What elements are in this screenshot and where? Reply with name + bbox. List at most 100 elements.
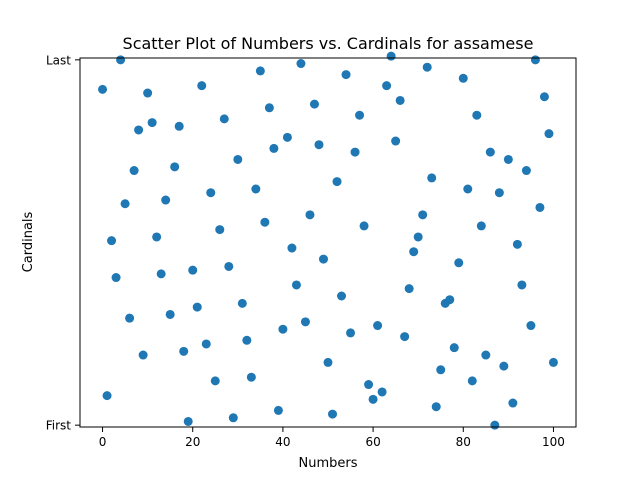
scatter-point-28 — [224, 261, 234, 271]
scatter-point-80 — [458, 73, 468, 83]
scatter-point-61 — [373, 321, 383, 331]
scatter-point-5 — [120, 199, 130, 209]
scatter-point-45 — [300, 317, 310, 327]
scatter-point-36 — [260, 217, 270, 227]
scatter-point-55 — [346, 328, 356, 338]
scatter-point-96 — [530, 55, 540, 65]
scatter-point-78 — [449, 343, 459, 353]
scatter-point-19 — [183, 416, 193, 426]
scatter-point-38 — [269, 143, 279, 153]
scatter-point-39 — [273, 405, 283, 415]
scatter-point-67 — [400, 332, 410, 342]
scatter-point-72 — [422, 62, 432, 72]
scatter-point-10 — [143, 88, 153, 98]
scatter-point-75 — [436, 365, 446, 375]
scatter-point-6 — [125, 313, 135, 323]
scatter-point-3 — [111, 273, 121, 283]
points-layer — [98, 51, 558, 430]
y-axis-label: Cardinals — [21, 211, 36, 272]
axes-frame — [79, 57, 577, 428]
scatter-point-98 — [539, 92, 549, 102]
scatter-point-57 — [355, 110, 365, 120]
scatter-point-93 — [517, 280, 527, 290]
scatter-point-15 — [165, 309, 175, 319]
scatter-point-49 — [318, 254, 328, 264]
scatter-point-56 — [350, 147, 360, 157]
scatter-point-64 — [386, 51, 396, 61]
scatter-point-35 — [255, 66, 265, 76]
scatter-point-2 — [107, 236, 117, 246]
scatter-point-86 — [485, 147, 495, 157]
scatter-point-53 — [337, 291, 347, 301]
scatter-point-12 — [152, 232, 162, 242]
y-tick-label-first: First — [46, 419, 72, 433]
scatter-point-83 — [472, 110, 482, 120]
scatter-point-13 — [156, 269, 166, 279]
scatter-point-87 — [490, 420, 500, 430]
scatter-point-74 — [431, 402, 441, 412]
scatter-point-92 — [512, 239, 522, 249]
scatter-point-9 — [138, 350, 148, 360]
scatter-point-17 — [174, 121, 184, 131]
scatter-point-65 — [391, 136, 401, 146]
scatter-point-88 — [494, 188, 504, 198]
scatter-point-21 — [192, 302, 202, 312]
scatter-point-54 — [341, 70, 351, 80]
scatter-point-52 — [332, 177, 342, 187]
scatter-point-77 — [445, 295, 455, 305]
scatter-point-85 — [481, 350, 491, 360]
scatter-point-81 — [463, 184, 473, 194]
scatter-point-89 — [499, 361, 509, 371]
scatter-point-91 — [508, 398, 518, 408]
scatter-point-14 — [161, 195, 171, 205]
scatter-point-82 — [467, 376, 477, 386]
scatter-point-37 — [264, 103, 274, 113]
scatter-point-34 — [251, 184, 261, 194]
scatter-point-99 — [544, 129, 554, 139]
scatter-point-42 — [287, 243, 297, 253]
x-tick-label-20: 20 — [185, 435, 200, 449]
chart-title: Scatter Plot of Numbers vs. Cardinals fo… — [123, 34, 534, 53]
scatter-point-7 — [129, 166, 139, 176]
scatter-point-94 — [521, 166, 531, 176]
scatter-point-44 — [296, 59, 306, 69]
scatter-point-68 — [404, 284, 414, 294]
scatter-point-24 — [206, 188, 216, 198]
scatter-point-31 — [237, 298, 247, 308]
x-axis-label: Numbers — [299, 456, 358, 471]
scatter-point-16 — [170, 162, 180, 172]
scatter-point-46 — [305, 210, 315, 220]
scatter-point-79 — [454, 258, 464, 268]
x-tick-label-60: 60 — [365, 435, 380, 449]
x-tick-label-80: 80 — [456, 435, 471, 449]
scatter-point-29 — [228, 413, 238, 423]
x-tick-label-0: 0 — [99, 435, 107, 449]
scatter-point-0 — [98, 84, 108, 94]
scatter-point-20 — [188, 265, 198, 275]
x-tick-label-40: 40 — [275, 435, 290, 449]
ticks-layer: 0 20 40 60 80 100 First Last — [46, 53, 565, 449]
x-tick-label-100: 100 — [542, 435, 565, 449]
scatter-point-90 — [503, 154, 513, 164]
scatter-point-70 — [413, 232, 423, 242]
scatter-point-50 — [323, 357, 333, 367]
scatter-point-95 — [526, 321, 536, 331]
scatter-point-47 — [309, 99, 319, 109]
scatter-point-11 — [147, 118, 157, 128]
scatter-point-71 — [418, 210, 428, 220]
scatter-point-27 — [219, 114, 229, 124]
scatter-point-8 — [134, 125, 144, 135]
scatter-point-32 — [242, 335, 252, 345]
scatter-point-40 — [278, 324, 288, 334]
scatter-point-62 — [377, 387, 387, 397]
scatter-point-4 — [116, 55, 126, 65]
scatter-point-84 — [476, 221, 486, 231]
scatter-point-33 — [246, 372, 256, 382]
scatter-point-22 — [197, 81, 207, 91]
scatter-point-48 — [314, 140, 324, 150]
scatter-point-18 — [179, 346, 189, 356]
scatter-point-1 — [102, 391, 112, 401]
